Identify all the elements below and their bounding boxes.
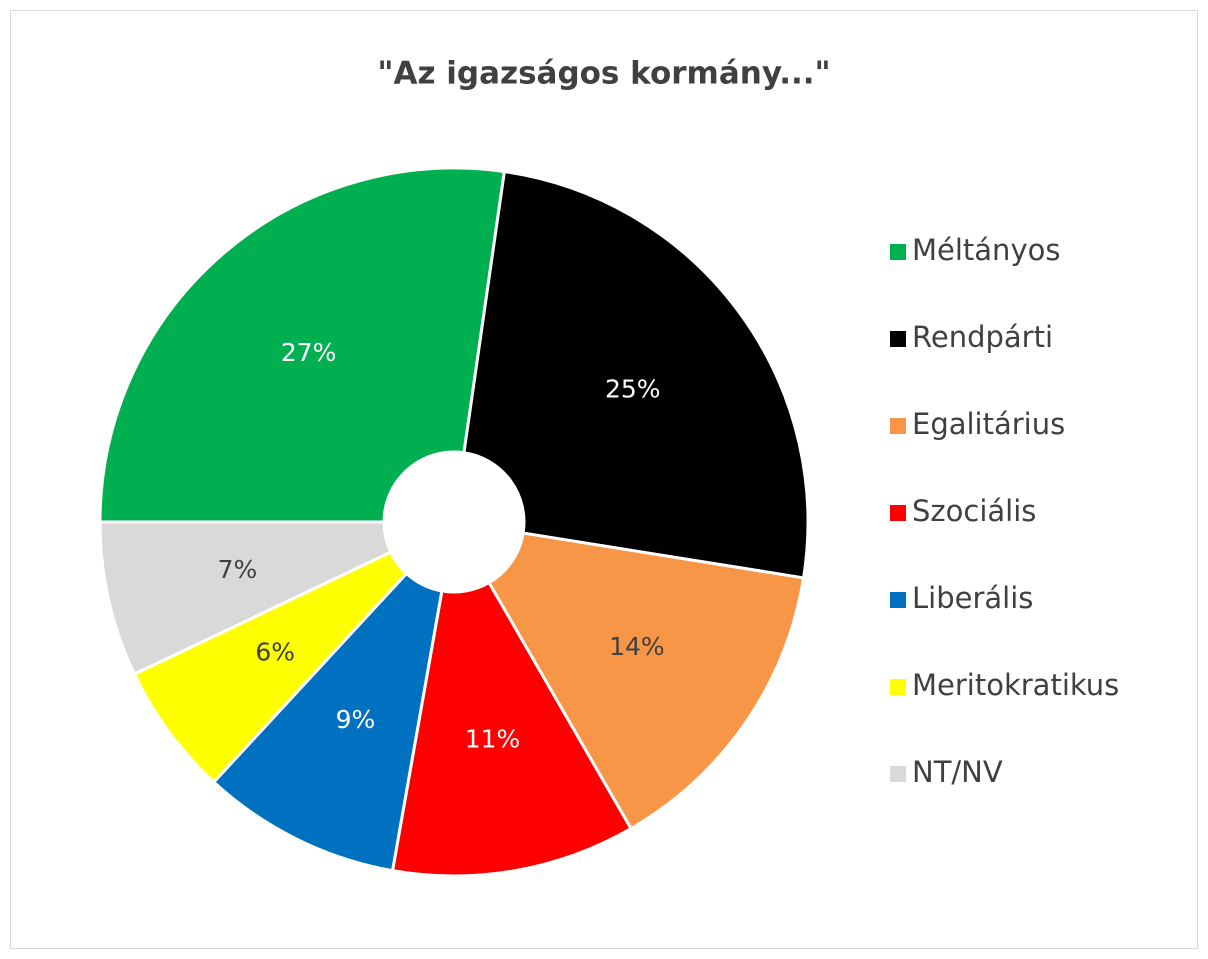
slice — [132, 550, 409, 785]
legend-swatch — [890, 331, 906, 347]
legend-swatch — [890, 418, 906, 434]
legend-swatch — [890, 244, 906, 260]
legend-text: Liberális — [912, 581, 1033, 615]
value-label: 25% — [605, 374, 661, 403]
legend-text: Meritokratikus — [912, 668, 1119, 702]
slice — [462, 169, 810, 580]
slice — [211, 571, 444, 873]
legend-swatch — [890, 592, 906, 608]
slice — [98, 166, 507, 524]
legend-swatch — [890, 679, 906, 695]
chart-title: "Az igazságos kormány..." — [377, 56, 830, 92]
legend-text: NT/NV — [912, 755, 1003, 789]
legend-text: Méltányos — [912, 233, 1060, 267]
value-label: 27% — [281, 338, 337, 367]
value-label: 11% — [465, 725, 521, 754]
slice — [98, 520, 393, 677]
value-label: 9% — [336, 705, 376, 734]
legend-swatch — [890, 766, 906, 782]
value-label: 7% — [218, 555, 258, 584]
legend-swatch — [890, 505, 906, 521]
legend-text: Rendpárti — [912, 320, 1053, 354]
value-label: 14% — [609, 632, 665, 661]
value-label: 6% — [255, 638, 295, 667]
legend-text: Egalitárius — [912, 407, 1065, 441]
legend-text: Szociális — [912, 494, 1036, 528]
slice — [486, 531, 806, 831]
slice — [390, 580, 634, 878]
